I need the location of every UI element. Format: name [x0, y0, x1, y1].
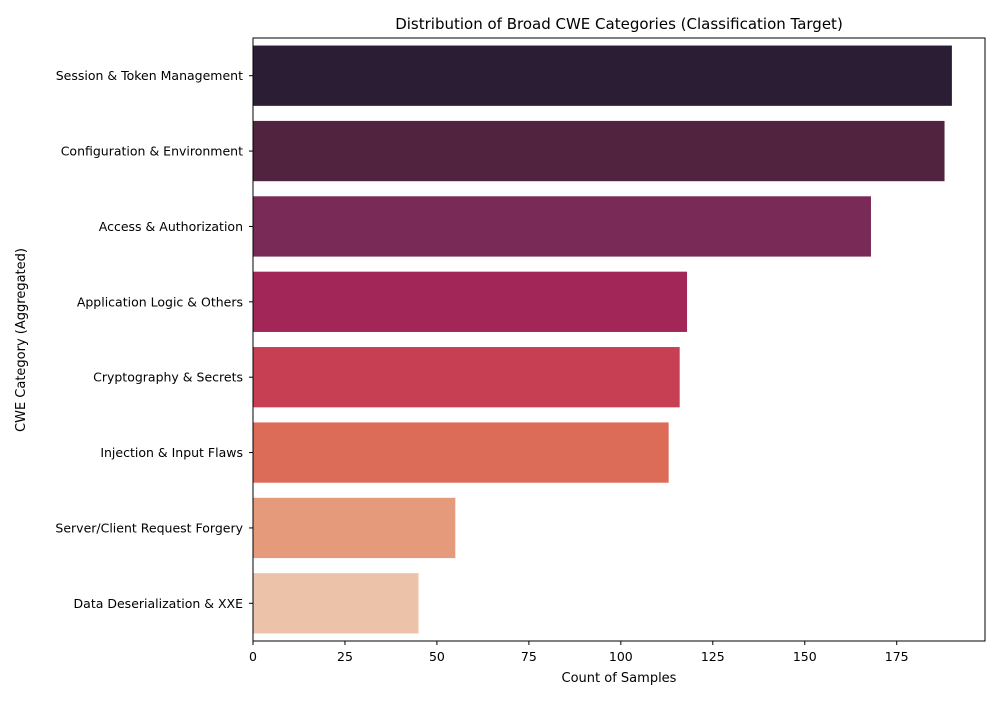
x-tick-label: 50 — [429, 649, 445, 664]
y-axis-label: CWE Category (Aggregated) — [14, 248, 29, 432]
bar-7 — [253, 497, 456, 559]
bars-group — [253, 45, 952, 634]
y-tick-label: Server/Client Request Forgery — [55, 520, 243, 535]
x-tick-label: 25 — [337, 649, 353, 664]
bar-8 — [253, 573, 419, 634]
bar-2 — [253, 120, 945, 182]
y-tick-label: Injection & Input Flaws — [100, 445, 243, 460]
x-tick-label: 175 — [885, 649, 909, 664]
y-axis-ticks: Session & Token Management Configuration … — [55, 68, 253, 611]
y-tick-label: Application Logic & Others — [77, 294, 243, 309]
bar-1 — [253, 45, 952, 106]
bar-4 — [253, 271, 688, 332]
x-axis-ticks: 0 25 50 75 100 125 150 175 — [249, 641, 909, 664]
y-tick-label: Data Deserialization & XXE — [74, 596, 244, 611]
y-tick-label: Session & Token Management — [56, 68, 243, 83]
y-tick-label: Cryptography & Secrets — [93, 370, 243, 385]
plot-frame — [252, 37, 986, 642]
x-tick-label: 0 — [249, 649, 257, 664]
bar-6 — [253, 422, 669, 483]
y-tick-label: Configuration & Environment — [61, 144, 243, 159]
x-tick-label: 100 — [609, 649, 633, 664]
x-tick-label: 150 — [793, 649, 817, 664]
x-axis-label: Count of Samples — [562, 671, 677, 686]
chart-title: Distribution of Broad CWE Categories (Cl… — [395, 15, 843, 33]
x-tick-label: 75 — [521, 649, 537, 664]
bar-3 — [253, 196, 871, 257]
x-tick-label: 125 — [701, 649, 725, 664]
bar-5 — [253, 347, 680, 408]
y-tick-label: Access & Authorization — [99, 219, 243, 234]
